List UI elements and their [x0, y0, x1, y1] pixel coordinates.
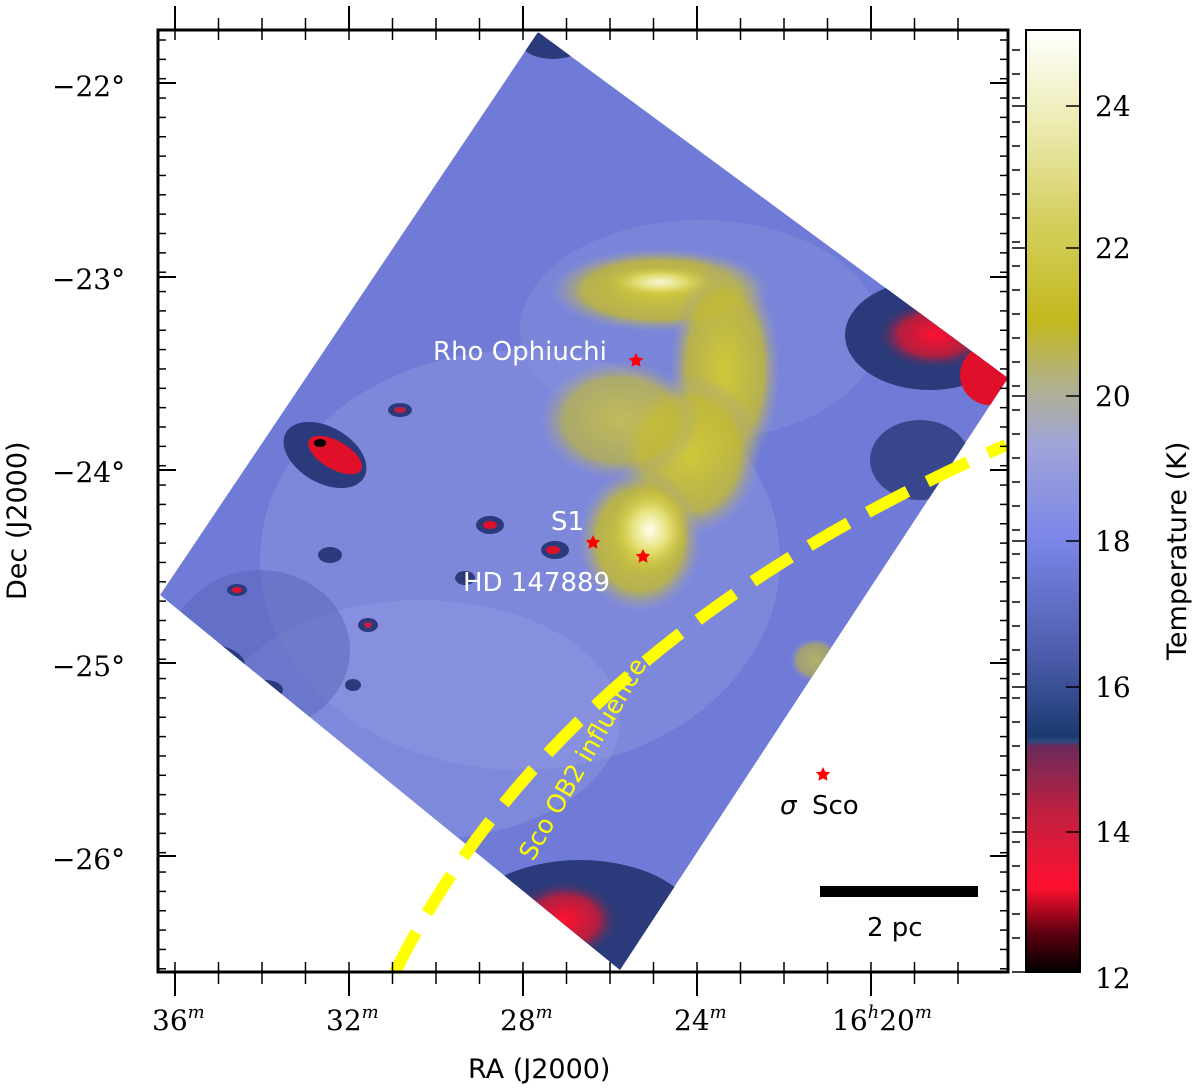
hd147889-star-marker — [635, 549, 651, 563]
x-tick-label: 28m — [500, 1002, 553, 1037]
y-tick-label: −23° — [52, 263, 125, 296]
hd147889-label: HD 147889 — [463, 568, 610, 598]
y-axis-title: Dec (J2000) — [2, 441, 33, 600]
axis-ticks — [158, 6, 1008, 996]
colorbar-title: Temperature (K) — [1162, 442, 1193, 661]
rho-ophiuchi-label: Rho Ophiuchi — [433, 337, 607, 367]
y-tick-label: −26° — [52, 843, 125, 876]
colorbar: 24 22 20 18 16 14 12 Temperature (K) — [1012, 29, 1193, 995]
sigma-sco-label: Sco — [812, 791, 859, 821]
plot-frame — [156, 28, 1010, 974]
colorbar-tick-label: 22 — [1095, 232, 1131, 265]
y-axis-tick-labels: −22° −23° −24° −25° −26° — [52, 70, 125, 876]
y-tick-label: −25° — [52, 650, 125, 683]
s1-star-marker — [585, 535, 601, 549]
x-tick-label: 36m — [152, 1002, 205, 1037]
colorbar-ticks — [1012, 49, 1080, 973]
scale-bar-label: 2 pc — [867, 913, 923, 943]
colorbar-tick-label: 18 — [1095, 525, 1131, 558]
colorbar-tick-label: 20 — [1095, 380, 1131, 413]
colorbar-tick-label: 14 — [1095, 816, 1131, 849]
x-axis-title: RA (J2000) — [468, 1054, 610, 1085]
colorbar-gradient — [1025, 29, 1081, 973]
star-markers — [585, 353, 831, 781]
x-axis-tick-labels: 36m 32m 28m 24m 16h20m — [152, 1002, 932, 1037]
y-tick-label: −22° — [52, 70, 125, 103]
x-tick-label: 32m — [326, 1002, 379, 1037]
x-tick-label: 24m — [674, 1002, 727, 1037]
colorbar-tick-label: 16 — [1095, 671, 1131, 704]
rho-oph-star-marker — [628, 353, 644, 367]
y-tick-label: −24° — [52, 456, 125, 489]
sco-ob2-influence-line — [389, 439, 1009, 975]
colorbar-tick-label: 12 — [1095, 962, 1131, 995]
colorbar-tick-label: 24 — [1095, 90, 1131, 123]
x-tick-label: 16h20m — [832, 1002, 932, 1037]
s1-label: S1 — [551, 507, 584, 537]
scale-bar — [820, 886, 978, 897]
sigma-sco-star-marker — [815, 767, 831, 781]
sigma-symbol: σ — [780, 791, 798, 821]
